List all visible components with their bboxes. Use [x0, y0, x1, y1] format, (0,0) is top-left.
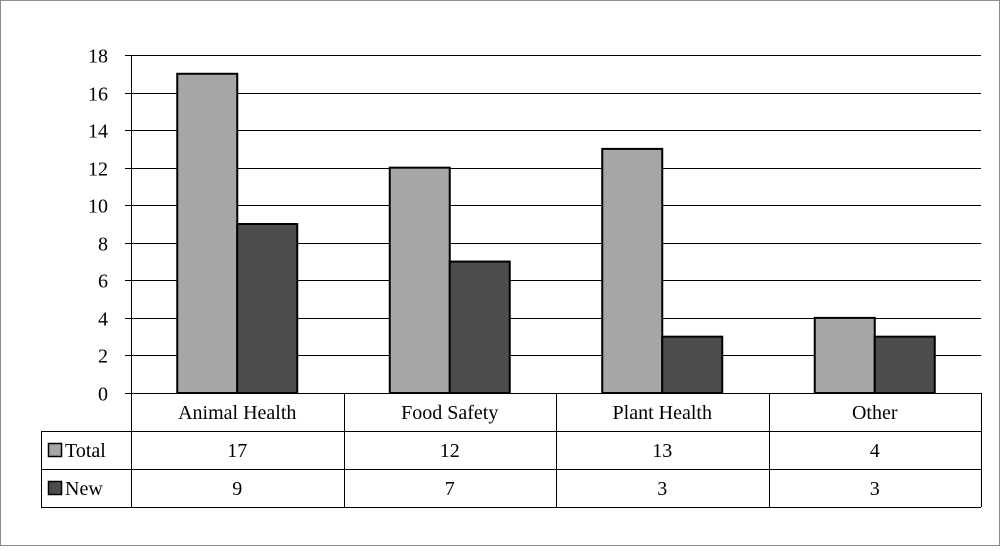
table-value: 3	[870, 478, 880, 500]
series-name-new: New	[65, 478, 103, 500]
table-value: 3	[657, 478, 667, 500]
y-axis-tick-labels: 0 2 4 6 8 10 12 14 16 18	[88, 46, 108, 406]
y-tick-label: 12	[88, 159, 108, 181]
table-value: 9	[232, 478, 242, 500]
table-value: 12	[440, 440, 460, 462]
y-tick-label: 0	[98, 384, 108, 406]
category-label: Food Safety	[401, 402, 498, 424]
y-tick-label: 14	[88, 121, 108, 143]
series-name-total: Total	[65, 440, 106, 462]
y-tick-label: 18	[88, 46, 108, 68]
legend-key-new	[47, 480, 63, 496]
bar-total-food-safety	[388, 166, 451, 394]
bars	[176, 72, 936, 395]
data-table: Animal Health Food Safety Plant Health Othe…	[41, 393, 982, 508]
y-tick-label: 8	[98, 234, 108, 256]
legend-key-total	[47, 442, 63, 458]
bar-total-other	[813, 316, 876, 394]
category-label: Other	[852, 402, 898, 424]
y-tick-label: 10	[88, 196, 108, 218]
bar-new-plant-health	[661, 335, 724, 394]
table-value: 13	[652, 440, 672, 462]
bar-total-plant-health	[601, 147, 664, 394]
table-value: 7	[445, 478, 455, 500]
y-tick-label: 16	[88, 84, 108, 106]
bar-new-other	[873, 335, 936, 394]
category-label: Plant Health	[613, 402, 712, 424]
bar-total-animal-health	[176, 72, 239, 395]
bar-new-food-safety	[448, 260, 511, 394]
table-value: 4	[870, 440, 880, 462]
y-tick-label: 4	[98, 309, 108, 331]
category-label: Animal Health	[178, 402, 296, 424]
table-value: 17	[227, 440, 247, 462]
bar-new-animal-health	[236, 223, 299, 394]
y-tick-label: 2	[98, 346, 108, 368]
y-tick-label: 6	[98, 271, 108, 293]
